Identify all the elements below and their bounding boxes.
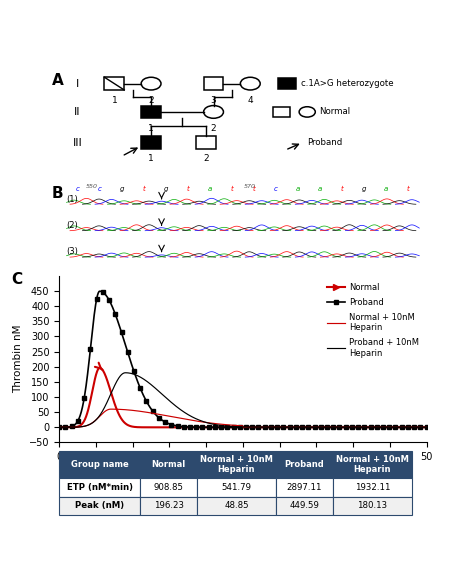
- Text: g: g: [119, 186, 124, 192]
- Text: 2: 2: [211, 124, 216, 133]
- Text: g: g: [362, 186, 366, 192]
- Text: c: c: [76, 186, 80, 192]
- Bar: [333, 497, 412, 515]
- Bar: [141, 105, 161, 118]
- Text: (1): (1): [66, 195, 78, 203]
- Text: c.1A>G heterozygote: c.1A>G heterozygote: [301, 79, 393, 88]
- Text: I: I: [76, 79, 79, 89]
- Text: a: a: [318, 186, 322, 192]
- Text: III: III: [73, 138, 82, 148]
- Text: Proband: Proband: [284, 460, 324, 469]
- Bar: [197, 451, 276, 478]
- Text: 449.59: 449.59: [290, 501, 319, 511]
- Text: 541.79: 541.79: [221, 483, 252, 492]
- Bar: [197, 497, 276, 515]
- Bar: [140, 451, 197, 478]
- X-axis label: Time (min): Time (min): [213, 468, 273, 478]
- Text: Normal + 10nM
Heparin: Normal + 10nM Heparin: [200, 455, 273, 474]
- Bar: [333, 451, 412, 478]
- Text: a: a: [384, 186, 388, 192]
- Text: t: t: [186, 186, 189, 192]
- Text: 2: 2: [148, 96, 154, 105]
- Text: Normal: Normal: [319, 108, 350, 116]
- Bar: [276, 451, 333, 478]
- Text: 570: 570: [244, 184, 256, 189]
- Text: Peak (nM): Peak (nM): [75, 501, 124, 511]
- Text: 908.85: 908.85: [154, 483, 183, 492]
- Text: 1932.11: 1932.11: [355, 483, 390, 492]
- Bar: [278, 78, 296, 89]
- Text: a: a: [296, 186, 300, 192]
- Text: t: t: [142, 186, 145, 192]
- Bar: [59, 451, 140, 478]
- Text: 550: 550: [86, 184, 98, 189]
- Text: Normal + 10nM
Heparin: Normal + 10nM Heparin: [336, 455, 409, 474]
- Bar: [204, 77, 223, 90]
- Bar: [104, 77, 124, 90]
- Text: 3: 3: [210, 96, 217, 105]
- Text: Proband: Proband: [307, 138, 342, 147]
- Bar: [59, 497, 140, 515]
- Bar: [196, 136, 216, 149]
- Bar: [333, 478, 412, 497]
- Text: II: II: [74, 107, 81, 117]
- Text: t: t: [341, 186, 344, 192]
- Text: g: g: [164, 186, 168, 192]
- Text: c: c: [98, 186, 101, 192]
- Text: t: t: [253, 186, 255, 192]
- Text: t: t: [230, 186, 233, 192]
- Text: 2897.11: 2897.11: [287, 483, 322, 492]
- Text: B: B: [52, 186, 64, 201]
- Bar: [59, 478, 140, 497]
- Text: a: a: [208, 186, 212, 192]
- Text: 180.13: 180.13: [357, 501, 387, 511]
- Text: 4: 4: [247, 96, 253, 105]
- Text: (3): (3): [66, 247, 79, 256]
- Text: 196.23: 196.23: [154, 501, 183, 511]
- Bar: [276, 478, 333, 497]
- Y-axis label: Thrombin nM: Thrombin nM: [13, 325, 24, 393]
- Text: Group name: Group name: [71, 460, 128, 469]
- Text: 2: 2: [203, 155, 209, 163]
- Bar: [141, 136, 161, 149]
- Bar: [197, 478, 276, 497]
- Text: A: A: [52, 72, 64, 87]
- Text: 1: 1: [111, 96, 117, 105]
- Text: C: C: [11, 273, 23, 287]
- Bar: [140, 497, 197, 515]
- Text: (2): (2): [66, 221, 78, 230]
- Text: c: c: [274, 186, 278, 192]
- Legend: Normal, Proband, Normal + 10nM
Heparin, Proband + 10nM
Heparin: Normal, Proband, Normal + 10nM Heparin, …: [323, 280, 422, 361]
- Text: Normal: Normal: [151, 460, 186, 469]
- Text: t: t: [407, 186, 410, 192]
- Text: 1: 1: [148, 155, 154, 163]
- Text: 48.85: 48.85: [224, 501, 249, 511]
- Bar: [140, 478, 197, 497]
- Bar: [276, 497, 333, 515]
- Text: 1: 1: [148, 124, 154, 133]
- Text: ETP (nM*min): ETP (nM*min): [67, 483, 133, 492]
- Bar: [273, 107, 290, 117]
